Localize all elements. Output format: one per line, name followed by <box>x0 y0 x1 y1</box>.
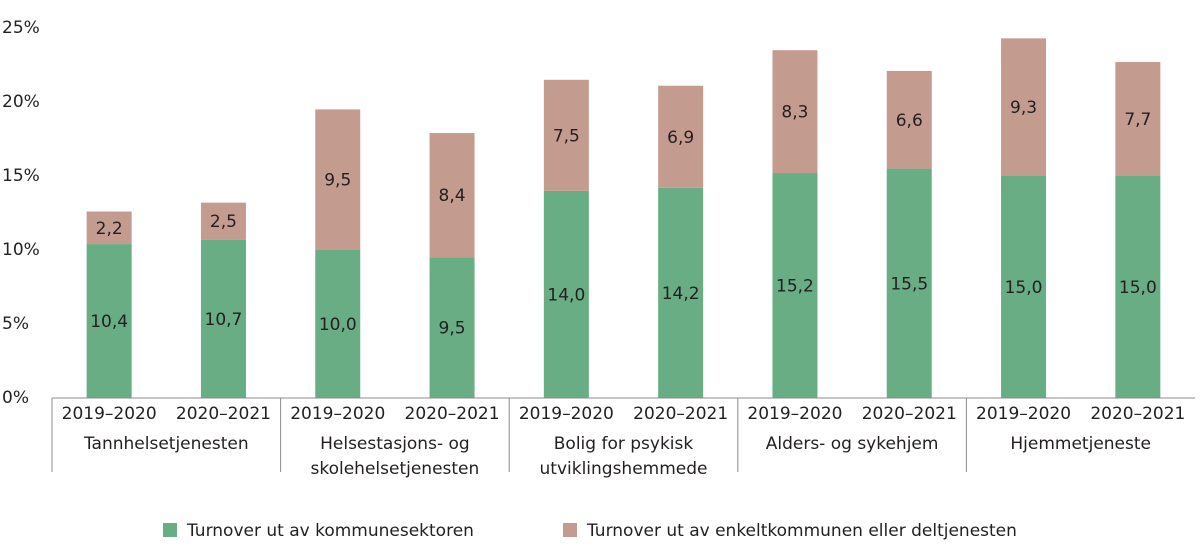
bar-segment <box>543 79 589 191</box>
bar-segment <box>315 250 361 398</box>
value-label: 7,7 <box>1124 110 1151 130</box>
y-tick-label: 25% <box>2 18 40 38</box>
x-tick-label: 2020–2021 <box>1090 404 1185 424</box>
value-label: 15,0 <box>1119 278 1157 298</box>
x-tick-label: 2019–2020 <box>62 404 157 424</box>
value-label: 10,7 <box>205 310 243 330</box>
group-label: Hjemmetjeneste <box>1010 434 1151 454</box>
bar-segment <box>658 187 704 398</box>
value-label: 9,3 <box>1010 98 1037 118</box>
group-label: utviklingshemmede <box>540 459 708 479</box>
y-tick-label: 10% <box>2 240 40 260</box>
group-label: Tannhelsetjenesten <box>83 434 249 454</box>
bar-segment <box>886 70 932 169</box>
y-tick-label: 0% <box>2 388 29 408</box>
y-tick-label: 15% <box>2 166 40 186</box>
value-label: 9,5 <box>324 171 351 191</box>
x-tick-label: 2019–2020 <box>747 404 842 424</box>
group-label: skolehelsetjenesten <box>311 459 480 479</box>
legend-swatch <box>563 523 577 537</box>
value-label: 14,0 <box>547 285 585 305</box>
bar-segment <box>1115 62 1161 176</box>
value-label: 9,5 <box>439 319 466 339</box>
bar-segment <box>200 239 246 398</box>
value-label: 8,3 <box>781 103 808 123</box>
bar-segment <box>86 211 132 245</box>
bar-segment <box>429 257 475 398</box>
legend-label: Turnover ut av enkeltkommunen eller delt… <box>586 521 1017 541</box>
bar-segment <box>1115 176 1161 398</box>
value-label: 2,2 <box>96 219 123 239</box>
bar-segment <box>1001 38 1047 176</box>
value-label: 10,0 <box>319 315 357 335</box>
value-label: 8,4 <box>439 186 466 206</box>
group-label: Helsestasjons- og <box>320 434 470 454</box>
bar-segment <box>429 133 475 258</box>
value-label: 7,5 <box>553 126 580 146</box>
x-tick-label: 2020–2021 <box>405 404 500 424</box>
x-tick-label: 2020–2021 <box>176 404 271 424</box>
bar-segment <box>886 168 932 398</box>
group-label: Alders- og sykehjem <box>766 434 939 454</box>
bar-segment <box>200 202 246 240</box>
value-label: 6,9 <box>667 128 694 148</box>
bar-segment <box>772 173 818 398</box>
x-tick-label: 2019–2020 <box>976 404 1071 424</box>
value-label: 2,5 <box>210 212 237 232</box>
x-tick-label: 2019–2020 <box>290 404 385 424</box>
value-label: 15,5 <box>890 274 928 294</box>
group-label: Bolig for psykisk <box>554 434 694 454</box>
y-tick-label: 20% <box>2 92 40 112</box>
bar-segment <box>658 85 704 188</box>
value-label: 14,2 <box>662 284 700 304</box>
x-tick-label: 2019–2020 <box>519 404 614 424</box>
legend-swatch <box>163 523 177 537</box>
y-tick-label: 5% <box>2 314 29 334</box>
legend-label: Turnover ut av kommunesektoren <box>186 521 474 541</box>
bar-segment <box>1001 176 1047 398</box>
bar-segment <box>86 244 132 398</box>
value-label: 10,4 <box>90 312 128 332</box>
bar-segment <box>772 50 818 174</box>
value-label: 15,2 <box>776 277 814 297</box>
value-label: 15,0 <box>1005 278 1043 298</box>
bar-segment <box>543 190 589 398</box>
bar-segment <box>315 109 361 251</box>
x-tick-label: 2020–2021 <box>633 404 728 424</box>
value-label: 6,6 <box>896 111 923 131</box>
x-tick-label: 2020–2021 <box>862 404 957 424</box>
